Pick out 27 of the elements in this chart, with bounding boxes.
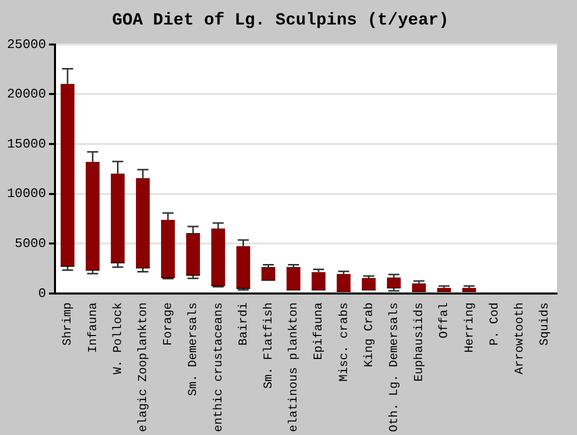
x-tick-label: Squids xyxy=(538,302,552,346)
x-tick-label: Sm. Demersals xyxy=(186,302,200,396)
y-tick-label: 25000 xyxy=(6,36,46,52)
y-tick-label: 0 xyxy=(38,286,46,301)
x-tick-label: King Crab xyxy=(362,302,376,368)
x-tick-label: Misc. crabs xyxy=(336,302,351,382)
x-tick-label: Forage xyxy=(161,302,176,346)
x-tick-label: Offal xyxy=(437,302,452,338)
x-tick-label: Herring xyxy=(462,302,476,353)
x-tick-label: Arrowtooth xyxy=(512,302,527,374)
y-tick-label: 20000 xyxy=(6,86,46,102)
x-tick-label: elatinous plankton xyxy=(286,302,301,432)
x-tick-label: Bairdi xyxy=(236,302,250,346)
x-tick-label: Sm. Flatfish xyxy=(262,302,276,389)
x-tick-label: P. Cod xyxy=(487,302,502,346)
x-tick-label: Oth. Lg. Demersals xyxy=(387,302,402,432)
x-tick-label: Euphausiids xyxy=(412,302,426,382)
x-tick-label: elagic Zooplankton xyxy=(136,302,150,432)
x-tick-label: Shrimp xyxy=(60,302,75,346)
y-tick-label: 5000 xyxy=(14,236,46,252)
y-tick-label: 15000 xyxy=(6,136,46,152)
y-tick-label: 10000 xyxy=(6,186,46,202)
x-tick-label: W. Pollock xyxy=(110,302,125,374)
chart-title: GOA Diet of Lg. Sculpins (t/year) xyxy=(112,11,449,30)
x-tick-label: Epifauna xyxy=(312,302,326,360)
x-tick-label: enthic crustaceans xyxy=(211,302,226,432)
x-tick-label: Infauna xyxy=(86,302,100,353)
